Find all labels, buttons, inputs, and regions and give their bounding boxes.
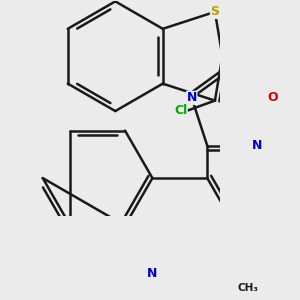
Text: N: N (147, 266, 158, 280)
Text: Cl: Cl (174, 104, 187, 117)
Text: CH₃: CH₃ (238, 283, 259, 293)
Text: N: N (252, 139, 263, 152)
Text: S: S (210, 5, 219, 18)
Text: O: O (268, 91, 278, 104)
Text: N: N (187, 91, 197, 104)
